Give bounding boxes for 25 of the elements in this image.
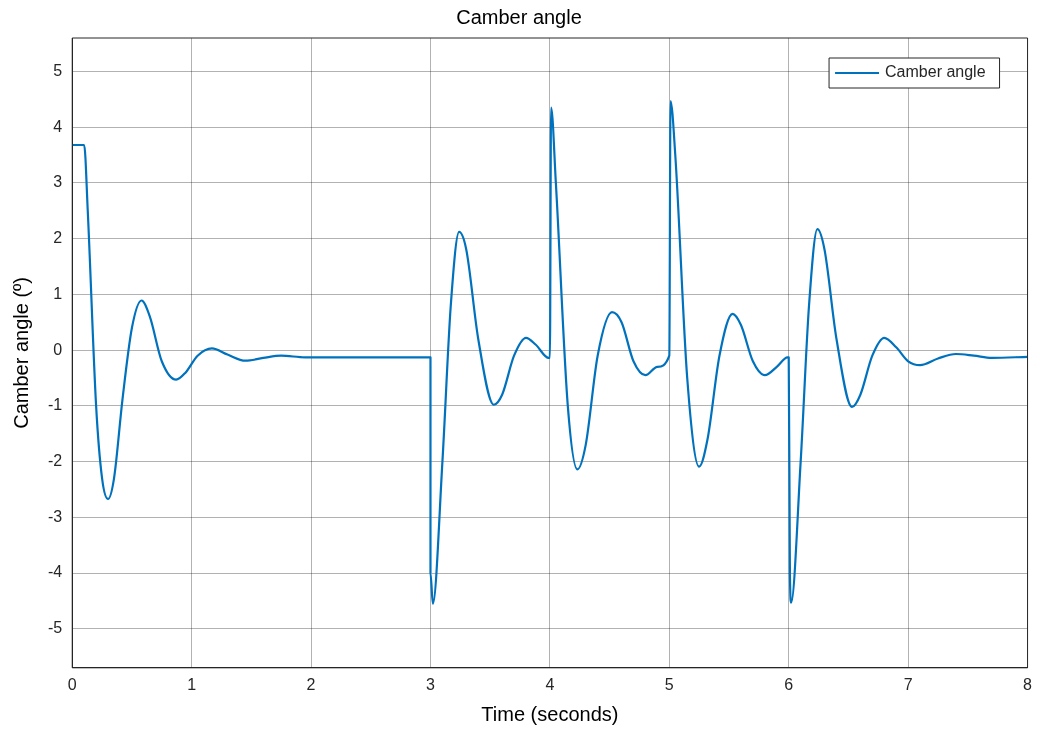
chart-title: Camber angle — [456, 5, 582, 28]
x-tick-label: 7 — [903, 675, 913, 693]
y-tick-label: -1 — [47, 396, 63, 414]
x-tick-label: 1 — [187, 675, 197, 693]
y-tick-label: 0 — [53, 340, 63, 358]
x-tick-label: 0 — [67, 675, 77, 693]
y-tick-label: -4 — [47, 563, 63, 581]
x-tick-label: 4 — [545, 675, 555, 693]
x-tick-label: 2 — [306, 675, 316, 693]
y-tick-label: -5 — [47, 619, 63, 637]
y-tick-label: 1 — [53, 284, 63, 302]
y-tick-label: 2 — [53, 229, 63, 247]
line-series — [72, 99, 1028, 605]
x-tick-label: 3 — [426, 675, 436, 693]
y-tick-label: 3 — [53, 173, 63, 191]
x-tick-label: 6 — [784, 675, 794, 693]
x-tick-label: 5 — [664, 675, 674, 693]
y-tick-label: 4 — [53, 117, 63, 135]
y-tick-label: -2 — [47, 451, 63, 469]
y-tick-label: 5 — [53, 61, 63, 79]
y-axis-title: Camber angle (º) — [9, 276, 32, 429]
x-tick-label: 8 — [1023, 675, 1033, 693]
legend-label: Camber angle — [885, 63, 986, 81]
y-tick-label: -3 — [47, 507, 63, 525]
x-axis-title: Time (seconds) — [481, 702, 619, 725]
